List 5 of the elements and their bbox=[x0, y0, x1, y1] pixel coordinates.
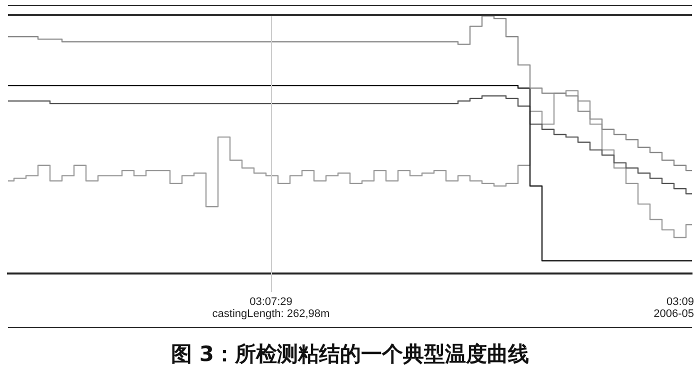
text: 图 3：所检测粘结的一个典型温度曲线 bbox=[170, 341, 530, 368]
text: castingLength: 262,98m bbox=[212, 308, 330, 320]
text: 2006-05 bbox=[654, 308, 694, 320]
text: 03:07:29 bbox=[250, 296, 292, 308]
text: 03:09 bbox=[666, 296, 694, 308]
